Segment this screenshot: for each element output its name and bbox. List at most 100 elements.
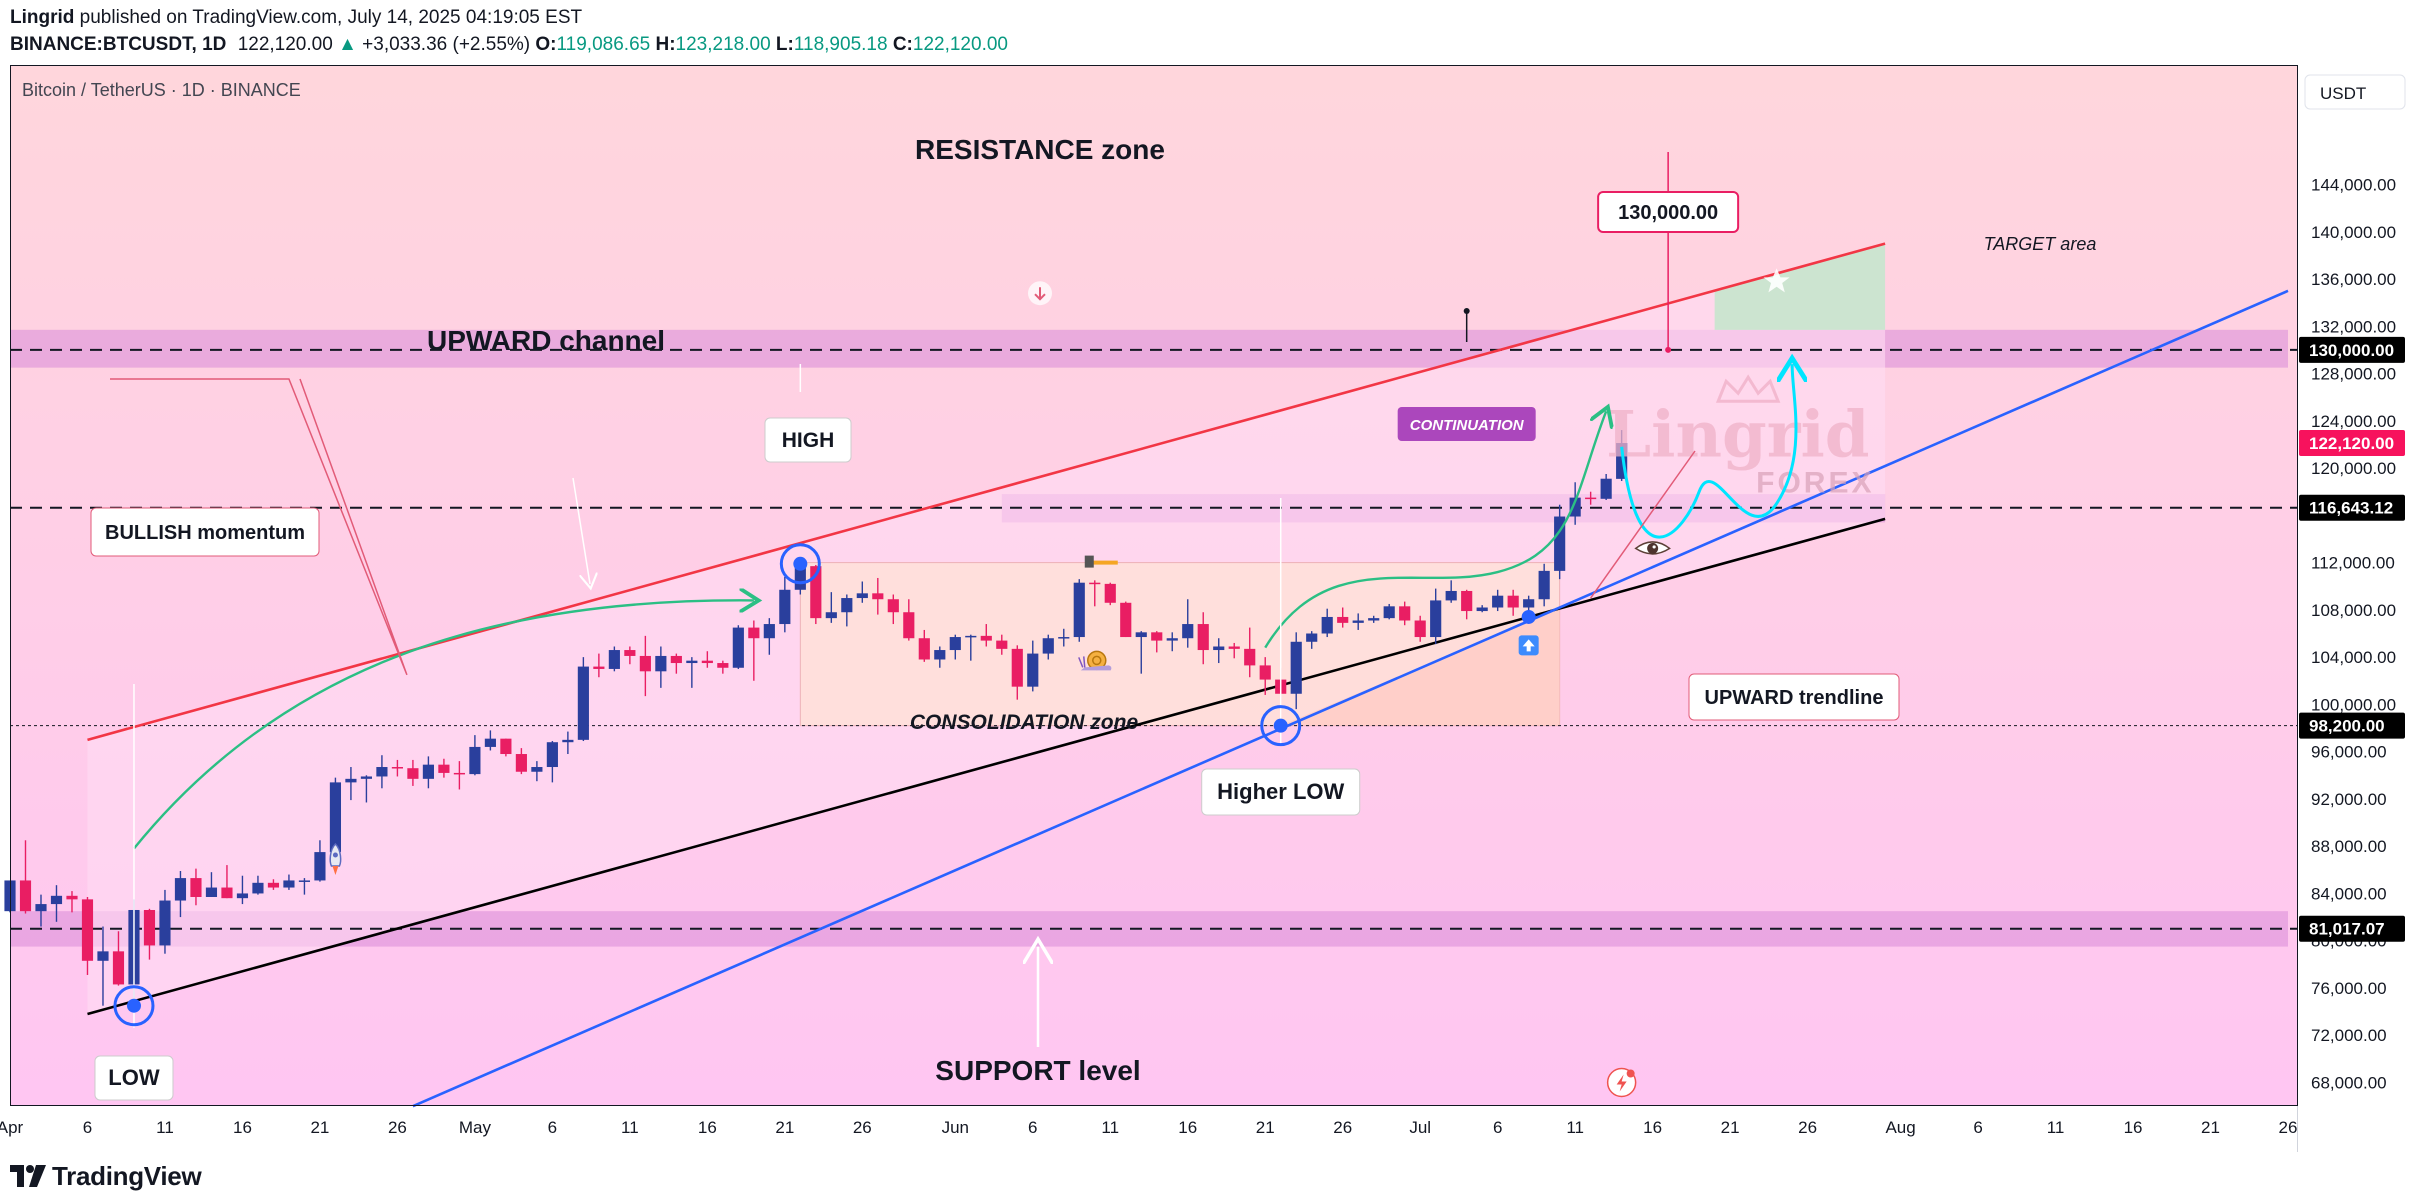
candle-body xyxy=(1368,618,1380,621)
higher-low-label: Higher LOW xyxy=(1217,779,1344,804)
candle-body xyxy=(236,893,249,899)
x-tick-label: 16 xyxy=(233,1118,252,1137)
bullish-arrow xyxy=(133,600,754,850)
candle xyxy=(1337,607,1349,628)
y-tick-label: 92,000.00 xyxy=(2311,790,2387,809)
candle xyxy=(97,926,109,1006)
candle-body xyxy=(763,624,775,639)
upward-channel-label: UPWARD channel xyxy=(427,325,665,356)
candle-body xyxy=(593,666,605,669)
price-tag-bg xyxy=(2299,336,2405,363)
candle xyxy=(1352,613,1364,630)
flash-icon[interactable] xyxy=(1606,1067,1637,1098)
swing-circle xyxy=(1260,705,1302,747)
candle-body xyxy=(872,593,884,600)
candle xyxy=(1414,615,1426,642)
candle xyxy=(1073,579,1085,642)
candle-body xyxy=(1058,637,1070,639)
callout-connectors xyxy=(110,152,1696,1028)
candle-body xyxy=(1011,648,1023,687)
candle xyxy=(903,599,915,641)
candle xyxy=(577,657,589,742)
candle xyxy=(1430,588,1442,645)
candle xyxy=(1213,638,1225,664)
tradingview-logo-icon[interactable] xyxy=(10,1165,46,1187)
continuation-callout[interactable]: CONTINUATION xyxy=(1397,407,1536,441)
candle xyxy=(1135,631,1147,674)
candle xyxy=(1104,582,1116,606)
candle-body xyxy=(562,739,574,743)
y-tick-label: 100,000.00 xyxy=(2311,695,2396,714)
price-tag-label: 116,643.12 xyxy=(2309,499,2393,518)
currency-button[interactable]: USDT xyxy=(2304,74,2406,110)
candle xyxy=(1182,599,1194,648)
candle xyxy=(345,767,357,801)
high-callout[interactable]: HIGH xyxy=(764,417,852,463)
target-price-label: 130,000.00 xyxy=(1618,202,1718,224)
candle-body xyxy=(1228,646,1240,649)
candle-body xyxy=(112,951,125,985)
candle-body xyxy=(996,640,1008,649)
candle-body xyxy=(1104,583,1116,603)
chart-container[interactable]: Lingrid FOREX RESISTANCE zone UPWARD cha… xyxy=(0,62,2425,1152)
candle xyxy=(934,646,946,668)
candle xyxy=(1228,642,1240,659)
price-tag: 130,000.00 xyxy=(2299,336,2405,363)
x-tick-label: 11 xyxy=(2047,1118,2065,1137)
price-chart[interactable]: Lingrid FOREX RESISTANCE zone UPWARD cha… xyxy=(0,62,2425,1152)
x-tick-label: 6 xyxy=(1493,1118,1502,1137)
continuation-label: CONTINUATION xyxy=(1410,417,1525,434)
candle xyxy=(965,634,977,661)
bullish-callout[interactable]: BULLISH momentum xyxy=(90,507,320,557)
rocket-icon xyxy=(329,842,342,875)
y-tick-label: 104,000.00 xyxy=(2311,648,2396,667)
channel-top-line xyxy=(87,242,1886,742)
candle-body xyxy=(949,637,961,651)
candle xyxy=(1476,605,1488,613)
candle-body xyxy=(608,650,620,669)
x-tick-label: 26 xyxy=(853,1118,872,1137)
x-tick-label: 16 xyxy=(2124,1118,2143,1137)
candle xyxy=(748,620,760,681)
author-name[interactable]: Lingrid xyxy=(10,7,75,28)
candle xyxy=(701,651,713,668)
candle-body xyxy=(1290,641,1302,694)
high-label: H: xyxy=(655,34,676,55)
x-tick-label: 16 xyxy=(1178,1118,1197,1137)
swing-circle xyxy=(1521,609,1536,624)
continuation-arrow xyxy=(1264,411,1606,649)
x-tick-label: 21 xyxy=(2201,1118,2220,1137)
connector-dot xyxy=(1665,346,1672,353)
low-callout[interactable]: LOW xyxy=(94,1055,174,1101)
target-price-callout[interactable]: 130,000.00 xyxy=(1597,191,1740,233)
candle xyxy=(50,885,63,922)
candle xyxy=(996,634,1008,655)
x-tick-label: Apr xyxy=(0,1118,24,1137)
higher-low-callout[interactable]: Higher LOW xyxy=(1201,768,1361,816)
candle xyxy=(1058,628,1070,647)
candle-body xyxy=(1244,648,1256,666)
candle-body xyxy=(205,887,218,897)
candle-body xyxy=(810,566,822,619)
candle-body xyxy=(97,951,109,961)
star-icon xyxy=(1763,268,1790,293)
target-area-label: TARGET area xyxy=(1984,234,2097,254)
candle xyxy=(19,840,32,914)
candle-body xyxy=(298,880,311,882)
candle-body xyxy=(825,612,837,619)
price-tag-label: 122,120.00 xyxy=(2309,434,2394,453)
candle xyxy=(841,594,853,627)
x-tick-label: Aug xyxy=(1885,1118,1915,1137)
x-tick-label: 6 xyxy=(548,1118,557,1137)
candle xyxy=(469,735,481,776)
candle-body xyxy=(1073,582,1085,638)
candle xyxy=(159,889,171,954)
candle-body xyxy=(50,895,63,905)
candle-body xyxy=(329,782,342,853)
tradingview-wordmark[interactable]: TradingView xyxy=(52,1160,202,1191)
candle-body xyxy=(531,767,543,772)
candle xyxy=(531,761,543,782)
trendline-callout[interactable]: UPWARD trendline xyxy=(1688,673,1900,721)
y-tick-label: 76,000.00 xyxy=(2311,979,2387,998)
candle xyxy=(515,748,527,775)
